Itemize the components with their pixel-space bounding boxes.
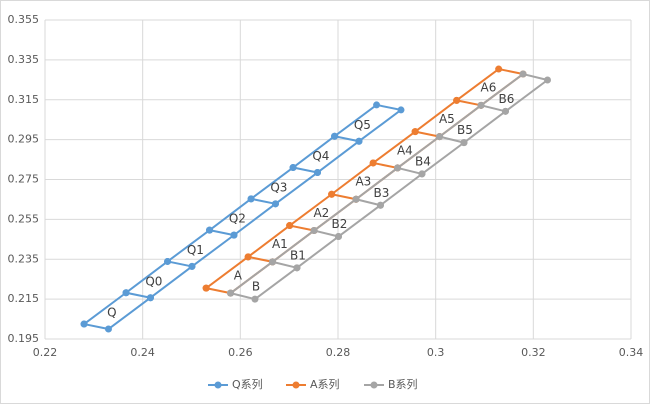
marker [477, 101, 485, 109]
marker [286, 222, 294, 230]
marker [313, 169, 321, 177]
annotation: A5 [439, 112, 455, 126]
annotation: B4 [415, 154, 431, 168]
marker [244, 253, 252, 261]
marker [418, 170, 426, 178]
marker [460, 139, 468, 147]
marker [394, 164, 402, 172]
annotation: A [234, 268, 243, 282]
annotation: Q2 [229, 212, 246, 226]
y-tick-label: 0.235 [8, 252, 40, 265]
legend-label: Q系列 [232, 377, 263, 391]
y-tick-label: 0.275 [8, 173, 40, 186]
marker [373, 101, 381, 109]
annotation: A4 [397, 143, 413, 157]
marker [293, 264, 301, 272]
marker [310, 227, 318, 235]
marker [355, 137, 363, 145]
marker [369, 159, 377, 167]
marker [206, 226, 214, 234]
marker [289, 164, 297, 172]
y-tick-label: 0.295 [8, 133, 40, 146]
marker [453, 96, 461, 104]
annotation: Q4 [312, 149, 329, 163]
marker [271, 200, 279, 208]
marker [334, 233, 342, 241]
marker [227, 289, 235, 297]
marker [188, 262, 196, 270]
annotation: Q0 [145, 274, 162, 288]
marker [202, 284, 210, 292]
legend-marker [292, 381, 300, 389]
y-tick-label: 0.315 [8, 93, 40, 106]
marker [411, 128, 419, 136]
annotation: B3 [374, 186, 390, 200]
y-tick-label: 0.335 [8, 53, 40, 66]
annotation: A2 [313, 206, 329, 220]
annotation: A1 [272, 237, 288, 251]
annotation: B1 [290, 248, 306, 262]
legend-marker [214, 381, 222, 389]
legend-marker [370, 381, 378, 389]
marker [146, 294, 154, 302]
x-tick-label: 0.24 [130, 346, 155, 359]
x-tick-label: 0.28 [326, 346, 351, 359]
y-tick-label: 0.195 [8, 332, 40, 345]
x-tick-label: 0.34 [619, 346, 644, 359]
marker [436, 133, 444, 141]
marker [328, 190, 336, 198]
marker [80, 320, 88, 328]
annotation: Q [107, 306, 116, 320]
marker [352, 195, 360, 203]
y-tick-label: 0.215 [8, 292, 40, 305]
marker [397, 106, 405, 114]
x-tick-label: 0.22 [33, 346, 58, 359]
x-tick-label: 0.32 [521, 346, 546, 359]
marker [104, 325, 112, 333]
annotation: A3 [355, 175, 371, 189]
marker [376, 201, 384, 209]
marker [495, 65, 503, 73]
marker [230, 231, 238, 239]
marker [251, 295, 259, 303]
annotation: B5 [457, 123, 473, 137]
annotation: Q5 [354, 118, 371, 132]
marker [247, 195, 255, 203]
annotation: Q3 [270, 180, 287, 194]
y-tick-label: 0.355 [8, 13, 40, 26]
legend-label: B系列 [388, 377, 418, 391]
annotation: B [252, 280, 260, 294]
marker [122, 289, 130, 297]
x-tick-label: 0.26 [228, 346, 253, 359]
marker [519, 70, 527, 78]
annotation: Q1 [187, 243, 204, 257]
marker [501, 107, 509, 115]
legend-label: A系列 [310, 377, 340, 391]
x-tick-label: 0.3 [427, 346, 445, 359]
marker [269, 258, 277, 266]
annotation: B6 [499, 92, 515, 106]
y-tick-label: 0.255 [8, 212, 40, 225]
annotation: B2 [332, 217, 348, 231]
annotation: A6 [480, 81, 496, 95]
marker [543, 76, 551, 84]
marker [331, 132, 339, 140]
marker [164, 257, 172, 265]
